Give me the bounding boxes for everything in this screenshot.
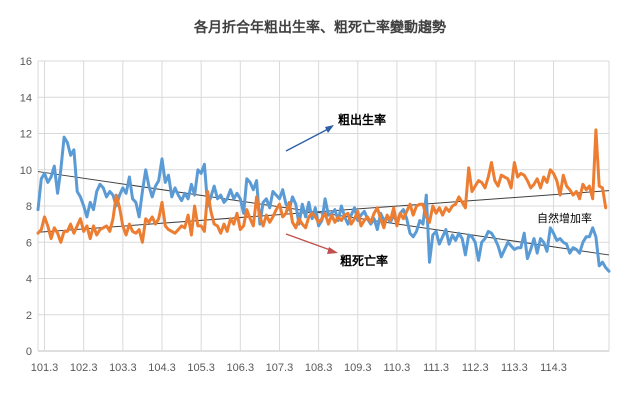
x-tick-label: 108.3 [305, 362, 333, 374]
y-tick-label: 10 [20, 165, 32, 177]
x-tick-label: 104.3 [148, 362, 176, 374]
y-tick-label: 0 [26, 346, 32, 358]
x-tick-label: 111.3 [423, 362, 449, 374]
annotation-death-arrow-line [285, 233, 334, 252]
y-tick-label: 6 [26, 237, 32, 249]
y-tick-label: 8 [26, 201, 32, 213]
x-tick-label: 112.3 [462, 362, 489, 374]
y-tick-label: 12 [20, 129, 32, 141]
y-tick-label: 14 [20, 92, 32, 104]
x-tick-label: 109.3 [344, 362, 372, 374]
y-tick-label: 2 [26, 310, 32, 322]
series-line [36, 128, 608, 244]
annotation-natural-increase: 自然增加率 [537, 211, 592, 225]
annotation-birth-arrow-head [325, 125, 334, 133]
annotation-birth-rate: 粗出生率 [338, 112, 386, 127]
x-axis-ticks: 101.3 102.3 103.3 104.3 105.3 106.3 107.3 108.3… [31, 362, 567, 374]
x-tick-label: 105.3 [187, 362, 215, 374]
x-tick-label: 114.3 [540, 362, 567, 374]
annotation-death-arrow-head [327, 247, 338, 254]
y-tick-label: 4 [26, 274, 32, 286]
y-tick-label: 16 [20, 56, 32, 68]
annotation-birth-arrow-line [285, 127, 331, 152]
x-tick-label: 110.3 [384, 362, 411, 374]
y-axis-ticks: 0 2 4 6 8 10 12 14 16 [20, 56, 32, 358]
x-tick-label: 107.3 [266, 362, 294, 374]
x-tick-label: 113.3 [501, 362, 528, 374]
x-tick-label: 103.3 [109, 362, 137, 374]
chart-title: 各月折合年粗出生率、粗死亡率變動趨勢 [193, 19, 446, 36]
x-tick-label: 106.3 [227, 362, 255, 374]
series-lines [36, 128, 611, 273]
series-line [36, 135, 611, 273]
x-tick-label: 101.3 [31, 362, 59, 374]
annotation-death-rate: 粗死亡率 [340, 253, 388, 268]
x-tick-label: 102.3 [70, 362, 98, 374]
